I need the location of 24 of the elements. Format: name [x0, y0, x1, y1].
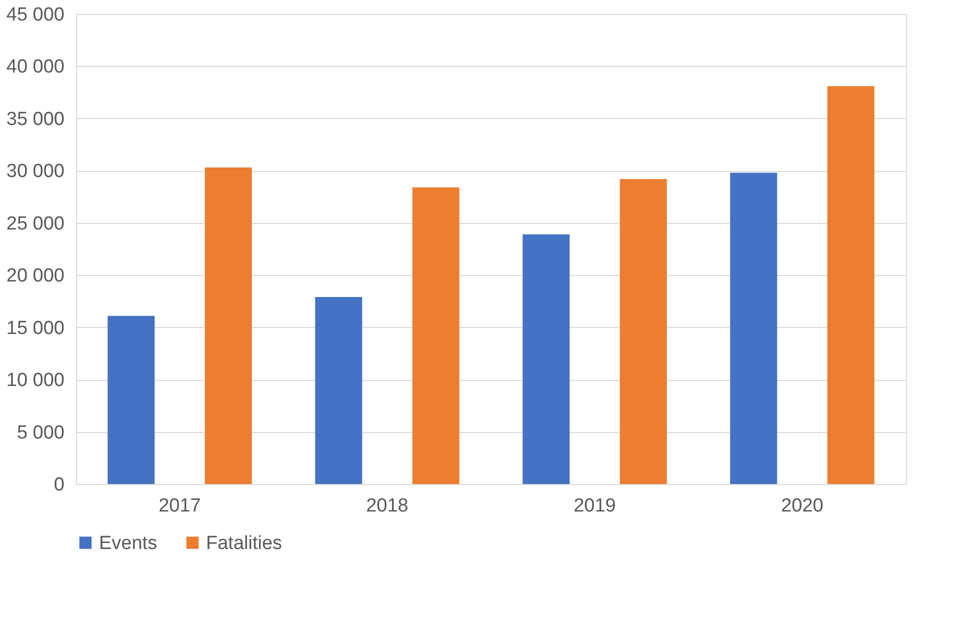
- y-tick-label: 40 000: [6, 56, 64, 78]
- bar: [412, 187, 460, 484]
- y-tick-label: 30 000: [6, 161, 64, 182]
- y-tick-label: 5 000: [16, 422, 64, 444]
- y-tick-label: 15 000: [6, 318, 64, 339]
- bar: [315, 297, 362, 484]
- bar: [620, 179, 667, 484]
- bar: [730, 172, 778, 484]
- bar: [108, 316, 155, 484]
- x-tick-label: 2017: [158, 496, 201, 516]
- y-tick-label: 35 000: [6, 108, 64, 130]
- x-tick-label: 2019: [574, 496, 616, 516]
- y-tick-label: 0: [54, 474, 64, 496]
- x-tick-label: 2020: [781, 496, 824, 516]
- x-tick-label: 2018: [366, 496, 408, 516]
- bar: [204, 168, 252, 484]
- y-tick-label: 25 000: [6, 213, 64, 234]
- legend-label: Events: [99, 532, 158, 554]
- y-tick-label: 20 000: [6, 266, 64, 287]
- bar: [827, 86, 874, 484]
- y-tick-label: 10 000: [6, 370, 64, 392]
- y-tick-label: 45 000: [6, 4, 64, 26]
- bar: [522, 234, 570, 484]
- legend-label: Fatalities: [206, 532, 282, 554]
